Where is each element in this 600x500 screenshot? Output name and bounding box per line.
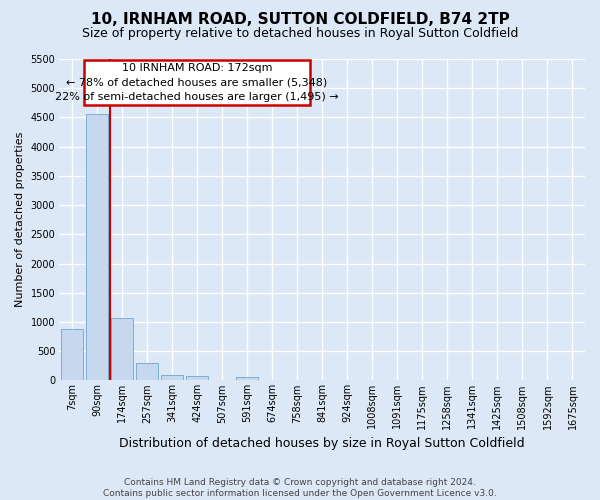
Text: Size of property relative to detached houses in Royal Sutton Coldfield: Size of property relative to detached ho…: [82, 28, 518, 40]
X-axis label: Distribution of detached houses by size in Royal Sutton Coldfield: Distribution of detached houses by size …: [119, 437, 525, 450]
Bar: [236, 377, 259, 380]
Bar: [136, 364, 158, 380]
Text: 10, IRNHAM ROAD, SUTTON COLDFIELD, B74 2TP: 10, IRNHAM ROAD, SUTTON COLDFIELD, B74 2…: [91, 12, 509, 28]
Bar: [85, 60, 310, 104]
Bar: [111, 318, 133, 380]
Bar: [61, 329, 83, 380]
Text: Contains HM Land Registry data © Crown copyright and database right 2024.
Contai: Contains HM Land Registry data © Crown c…: [103, 478, 497, 498]
Y-axis label: Number of detached properties: Number of detached properties: [15, 132, 25, 308]
Bar: [186, 376, 208, 380]
Bar: [86, 114, 108, 380]
Bar: [161, 375, 184, 380]
Text: 10 IRNHAM ROAD: 172sqm
← 78% of detached houses are smaller (5,348)
22% of semi-: 10 IRNHAM ROAD: 172sqm ← 78% of detached…: [55, 62, 339, 102]
